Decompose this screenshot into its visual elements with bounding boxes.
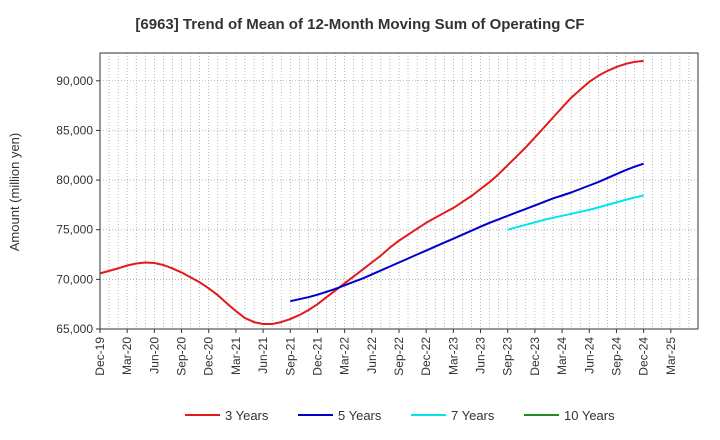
series-line-3-years xyxy=(99,59,644,325)
x-tick-label: Mar-25 xyxy=(664,337,678,375)
x-tick-label: Sep-22 xyxy=(392,337,406,376)
y-tick-label: 90,000 xyxy=(56,74,93,88)
x-tick-label: Sep-21 xyxy=(283,337,297,376)
x-tick-label: Mar-21 xyxy=(229,337,243,375)
x-tick-label: Jun-24 xyxy=(582,337,596,374)
series-line-5-years xyxy=(290,162,644,303)
y-tick-label: 85,000 xyxy=(56,123,93,137)
x-tick-label: Sep-20 xyxy=(175,337,189,376)
legend-label: 10 Years xyxy=(564,408,615,423)
legend-label: 5 Years xyxy=(338,408,382,423)
x-tick-label: Dec-22 xyxy=(419,337,433,376)
x-tick-label: Jun-22 xyxy=(365,337,379,374)
x-tick-label: Dec-24 xyxy=(637,337,651,376)
x-tick-label: Dec-21 xyxy=(310,337,324,376)
y-tick-label: 80,000 xyxy=(56,173,93,187)
x-tick-label: Sep-23 xyxy=(501,337,515,376)
legend: 3 Years 5 Years 7 Years 10 Years xyxy=(185,408,615,423)
series-line-7-years xyxy=(507,194,644,231)
x-tick-label: Mar-22 xyxy=(338,337,352,375)
x-tick-labels: Dec-19 Mar-20 Jun-20 Sep-20 Dec-20 Mar-21 Jun-… xyxy=(93,329,678,376)
y-tick-labels: 65,000 70,000 75,000 80,000 85,000 90,000 xyxy=(56,74,100,336)
chart-title: [6963] Trend of Mean of 12-Month Moving … xyxy=(135,16,584,33)
x-tick-label: Sep-24 xyxy=(609,337,623,376)
x-tick-label: Jun-21 xyxy=(256,337,270,374)
x-tick-label: Mar-23 xyxy=(446,337,460,375)
x-tick-label: Dec-20 xyxy=(202,337,216,376)
legend-label: 7 Years xyxy=(451,408,495,423)
x-tick-label: Jun-20 xyxy=(147,337,161,374)
y-tick-label: 70,000 xyxy=(56,272,93,286)
y-tick-label: 75,000 xyxy=(56,223,93,237)
x-tick-label: Jun-23 xyxy=(474,337,488,374)
y-tick-label: 65,000 xyxy=(56,322,93,336)
legend-label: 3 Years xyxy=(225,408,269,423)
x-tick-label: Mar-20 xyxy=(120,337,134,375)
x-tick-label: Dec-19 xyxy=(93,337,107,376)
x-tick-label: Dec-23 xyxy=(528,337,542,376)
series-layer xyxy=(99,59,644,325)
y-axis-label: Amount (million yen) xyxy=(7,133,22,252)
x-tick-label: Mar-24 xyxy=(555,337,569,375)
